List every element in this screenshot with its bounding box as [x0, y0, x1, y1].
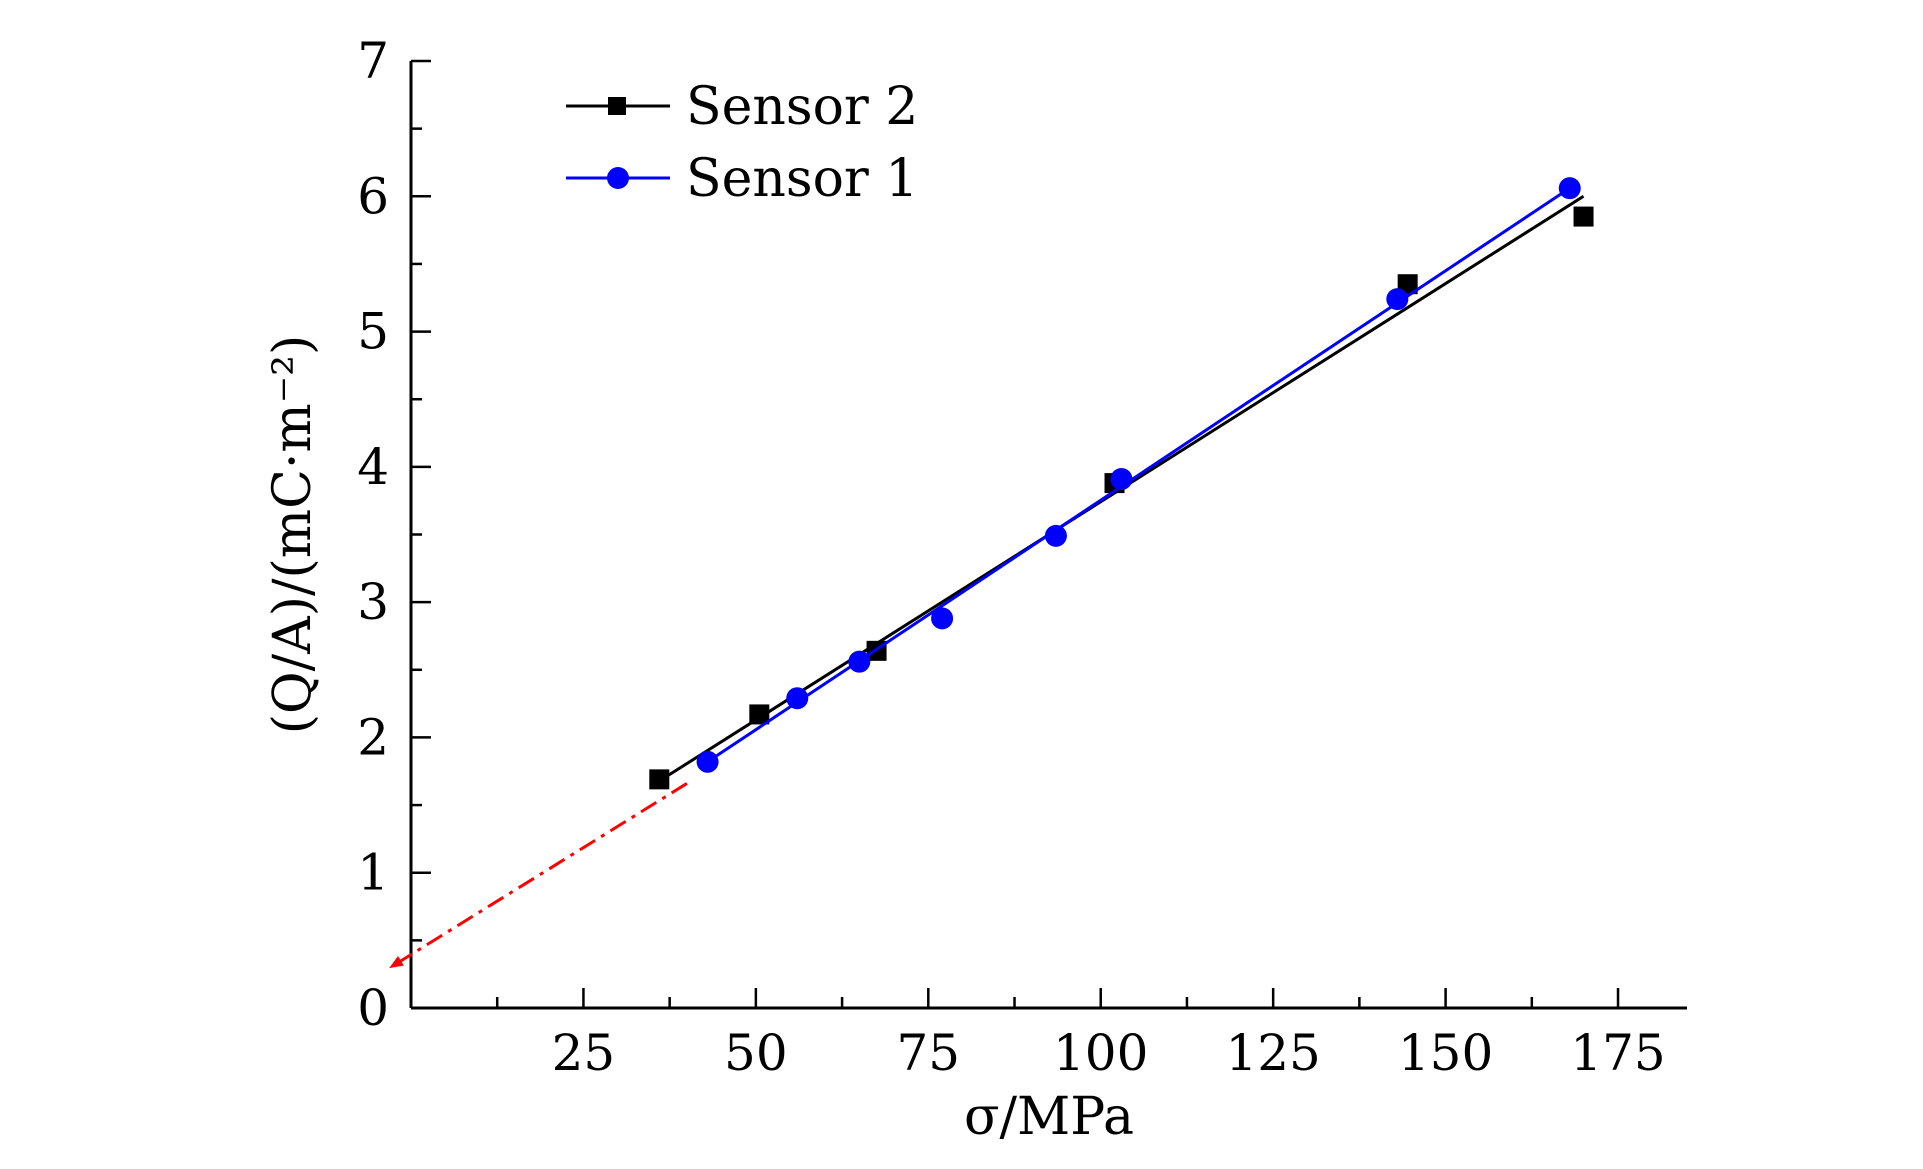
y-tick-label: 3 [357, 573, 389, 631]
x-tick-label: 150 [1398, 1024, 1493, 1082]
legend-label-sensor-2: Sensor 2 [686, 77, 918, 137]
data-point-sensor-1 [1386, 288, 1409, 311]
y-ticks: 0 1 2 3 4 5 6 7 [357, 32, 431, 1037]
data-point-sensor-1 [931, 607, 954, 630]
series-sensor-1 [696, 177, 1581, 773]
y-tick-label: 2 [357, 708, 389, 766]
data-point-sensor-1 [848, 650, 871, 673]
x-tick-label: 75 [896, 1024, 960, 1082]
y-tick-label: 5 [357, 303, 389, 361]
data-point-sensor-2 [649, 769, 670, 790]
extrapolation-arrow [389, 782, 688, 969]
data-point-sensor-2 [1397, 274, 1418, 295]
legend-marker-sensor-2 [608, 97, 626, 115]
legend-label-sensor-1: Sensor 1 [686, 149, 918, 209]
fit-line-sensor-1 [706, 186, 1571, 764]
data-point-sensor-1 [1558, 177, 1581, 200]
y-axis-title: (Q/A)/(mC·m⁻²) [263, 335, 323, 735]
annotations [389, 782, 688, 969]
data-point-sensor-1 [1044, 524, 1067, 547]
data-point-sensor-1 [1110, 468, 1133, 491]
data-point-sensor-1 [786, 687, 809, 710]
legend-entry-sensor-2: Sensor 2 [566, 77, 918, 137]
legend-marker-sensor-1 [607, 167, 629, 189]
y-tick-label: 4 [357, 438, 389, 496]
legend-entry-sensor-1: Sensor 1 [566, 149, 918, 209]
y-tick-label: 1 [357, 844, 389, 902]
x-tick-label: 100 [1053, 1024, 1148, 1082]
y-tick-label: 0 [357, 979, 389, 1037]
y-tick-label: 6 [357, 167, 389, 225]
x-tick-label: 175 [1570, 1024, 1665, 1082]
data-point-sensor-2 [1573, 206, 1594, 227]
series-layer [649, 177, 1594, 790]
x-ticks: 25 50 75 100 125 150 175 [495, 988, 1666, 1082]
x-tick-label: 125 [1225, 1024, 1320, 1082]
legend: Sensor 2 Sensor 1 [566, 77, 918, 209]
x-axis-title: σ/MPa [964, 1087, 1134, 1147]
x-tick-label: 50 [724, 1024, 788, 1082]
data-point-sensor-1 [696, 750, 719, 773]
y-tick-label: 7 [357, 32, 389, 90]
data-point-sensor-2 [749, 704, 770, 725]
x-tick-label: 25 [552, 1024, 616, 1082]
